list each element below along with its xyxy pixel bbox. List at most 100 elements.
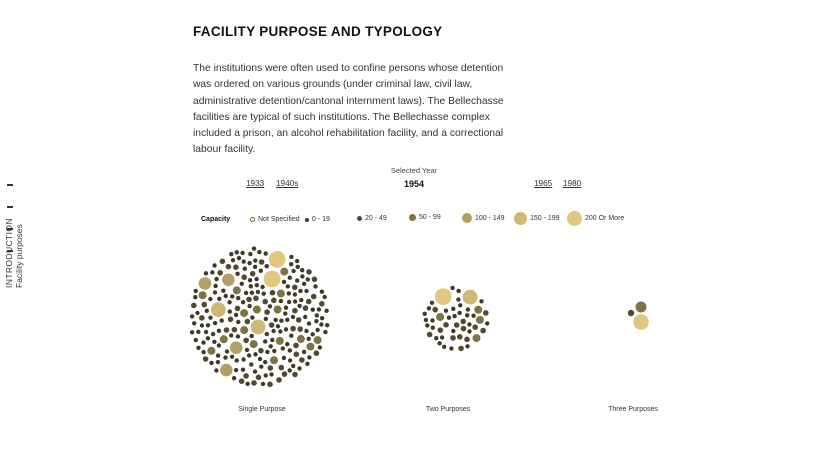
facility-bubble[interactable] — [471, 313, 476, 318]
facility-bubble[interactable] — [261, 291, 266, 296]
facility-bubble[interactable] — [219, 258, 226, 265]
facility-bubble[interactable] — [276, 289, 285, 298]
facility-bubble[interactable] — [295, 317, 302, 323]
facility-bubble[interactable] — [434, 336, 439, 341]
facility-bubble[interactable] — [189, 314, 195, 319]
facility-bubble[interactable] — [247, 260, 252, 266]
facility-bubble[interactable] — [467, 322, 472, 327]
progress-bar-4[interactable] — [7, 250, 13, 252]
facility-bubble[interactable] — [291, 363, 296, 369]
facility-bubble[interactable] — [242, 266, 247, 271]
facility-bubble[interactable] — [260, 381, 266, 387]
facility-bubble[interactable] — [255, 374, 262, 381]
facility-bubble[interactable] — [272, 348, 277, 354]
facility-bubble[interactable] — [275, 324, 281, 329]
facility-bubble[interactable] — [227, 309, 232, 314]
facility-bubble[interactable] — [430, 318, 435, 323]
facility-bubble[interactable] — [234, 305, 241, 312]
facility-bubble[interactable] — [233, 264, 239, 271]
facility-bubble[interactable] — [451, 306, 456, 311]
facility-bubble[interactable] — [263, 251, 268, 256]
facility-bubble[interactable] — [202, 356, 209, 362]
facility-bubble[interactable] — [270, 337, 275, 343]
facility-bubble[interactable] — [236, 255, 242, 261]
facility-bubble[interactable] — [230, 258, 236, 263]
facility-bubble[interactable] — [314, 313, 319, 318]
facility-bubble[interactable] — [212, 263, 217, 268]
progress-bar-1[interactable] — [7, 184, 13, 186]
facility-bubble[interactable] — [294, 258, 300, 264]
progress-bar-2[interactable] — [7, 206, 13, 208]
facility-bubble[interactable] — [224, 349, 230, 354]
facility-bubble[interactable] — [248, 284, 253, 289]
facility-bubble[interactable] — [313, 350, 320, 357]
facility-bubble[interactable] — [268, 322, 275, 328]
facility-bubble[interactable] — [465, 344, 470, 349]
facility-bubble[interactable] — [443, 308, 449, 313]
facility-bubble[interactable] — [193, 288, 198, 294]
facility-bubble[interactable] — [250, 319, 266, 335]
facility-bubble[interactable] — [229, 252, 234, 257]
facility-bubble[interactable] — [298, 288, 303, 294]
facility-bubble[interactable] — [269, 372, 274, 377]
facility-bubble[interactable] — [215, 353, 221, 358]
facility-bubble[interactable] — [213, 283, 218, 289]
facility-bubble[interactable] — [246, 353, 252, 358]
facility-bubble[interactable] — [203, 271, 209, 276]
facility-bubble[interactable] — [275, 336, 284, 345]
facility-bubble[interactable] — [241, 357, 246, 362]
facility-bubble[interactable] — [245, 381, 250, 386]
side-navigation[interactable]: INTRODUCTION Facility purposes — [0, 178, 28, 290]
facility-bubble[interactable] — [216, 343, 222, 348]
facility-bubble[interactable] — [254, 276, 259, 282]
facility-bubble[interactable] — [249, 270, 256, 277]
facility-bubble[interactable] — [292, 371, 298, 378]
facility-bubble[interactable] — [425, 323, 430, 328]
facility-bubble[interactable] — [460, 325, 467, 332]
facility-bubble[interactable] — [315, 327, 320, 333]
facility-bubble[interactable] — [305, 361, 310, 366]
facility-bubble[interactable] — [297, 366, 302, 371]
year-link-1980[interactable]: 1980 — [563, 179, 582, 188]
facility-bubble[interactable] — [249, 340, 258, 349]
facility-bubble[interactable] — [317, 345, 322, 350]
facility-bubble[interactable] — [201, 340, 206, 345]
facility-bubble[interactable] — [303, 314, 308, 320]
facility-bubble[interactable] — [247, 303, 252, 309]
facility-bubble[interactable] — [293, 351, 300, 358]
facility-bubble[interactable] — [485, 321, 490, 326]
facility-bubble[interactable] — [279, 318, 284, 323]
facility-bubble[interactable] — [430, 325, 435, 330]
facility-bubble[interactable] — [325, 323, 330, 328]
facility-bubble[interactable] — [258, 268, 263, 273]
facility-bubble[interactable] — [287, 275, 292, 280]
facility-bubble[interactable] — [233, 367, 239, 373]
facility-bubble[interactable] — [464, 336, 470, 343]
facility-bubble[interactable] — [250, 315, 255, 320]
facility-bubble[interactable] — [292, 292, 298, 297]
facility-bubble[interactable] — [273, 317, 278, 323]
facility-bubble[interactable] — [253, 258, 258, 263]
facility-bubble[interactable] — [234, 358, 239, 363]
year-link-1940s[interactable]: 1940s — [276, 179, 299, 188]
facility-bubble[interactable] — [483, 310, 489, 316]
facility-bubble[interactable] — [243, 337, 249, 344]
facility-bubble[interactable] — [281, 371, 288, 377]
facility-bubble[interactable] — [285, 284, 290, 289]
facility-bubble[interactable] — [243, 373, 249, 379]
facility-bubble[interactable] — [291, 268, 296, 274]
facility-bubble[interactable] — [450, 285, 455, 291]
facility-bubble[interactable] — [443, 322, 449, 328]
facility-bubble[interactable] — [276, 377, 282, 383]
facility-bubble[interactable] — [456, 297, 461, 302]
facility-bubble[interactable] — [249, 362, 254, 367]
facility-bubble[interactable] — [319, 322, 324, 327]
facility-bubble[interactable] — [281, 355, 287, 361]
facility-bubble[interactable] — [264, 331, 269, 337]
facility-bubble[interactable] — [450, 335, 456, 341]
facility-bubble[interactable] — [280, 267, 289, 276]
year-link-1965[interactable]: 1965 — [534, 179, 553, 188]
facility-bubble[interactable] — [210, 331, 216, 337]
facility-bubble[interactable] — [311, 276, 318, 283]
facility-bubble[interactable] — [472, 334, 481, 343]
